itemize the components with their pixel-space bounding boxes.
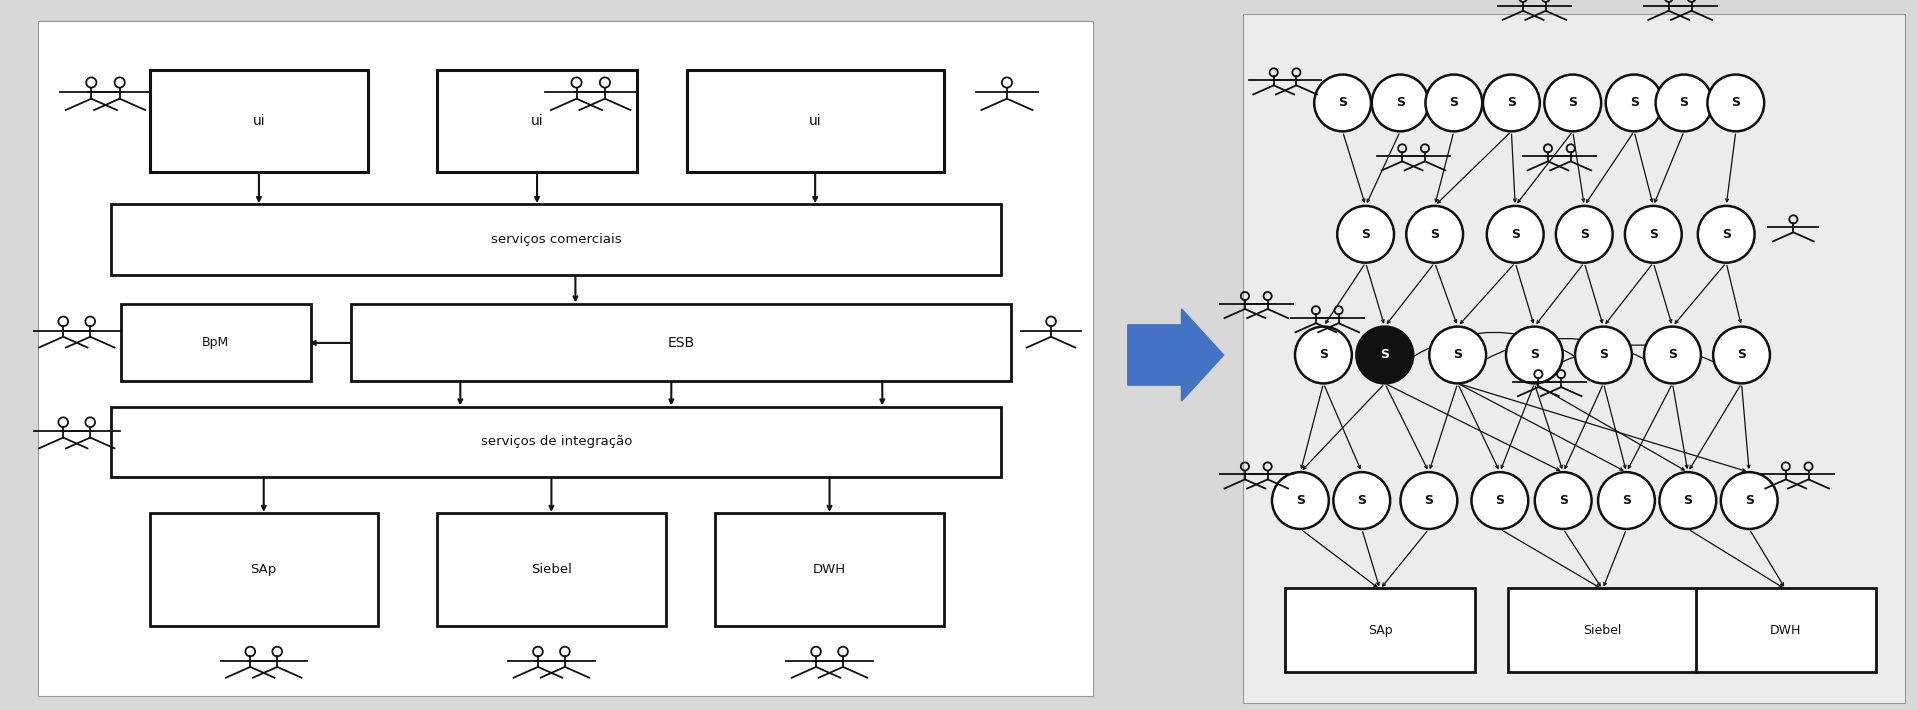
Text: S: S	[1580, 228, 1588, 241]
Ellipse shape	[1644, 327, 1701, 383]
Ellipse shape	[1406, 206, 1463, 263]
FancyBboxPatch shape	[1243, 14, 1905, 703]
FancyBboxPatch shape	[121, 304, 311, 381]
Text: S: S	[1684, 494, 1692, 507]
Text: S: S	[1381, 349, 1389, 361]
Text: S: S	[1511, 228, 1519, 241]
Text: S: S	[1559, 494, 1567, 507]
Text: S: S	[1431, 228, 1438, 241]
Text: S: S	[1450, 97, 1458, 109]
FancyArrow shape	[1128, 309, 1224, 401]
FancyBboxPatch shape	[687, 70, 944, 172]
Text: ESB: ESB	[667, 336, 694, 349]
Text: DWH: DWH	[1770, 623, 1801, 637]
Text: S: S	[1425, 494, 1433, 507]
FancyBboxPatch shape	[1696, 588, 1876, 672]
Text: S: S	[1454, 349, 1462, 361]
Text: SAp: SAp	[1368, 623, 1392, 637]
Ellipse shape	[1598, 472, 1655, 529]
Text: S: S	[1649, 228, 1657, 241]
Ellipse shape	[1659, 472, 1717, 529]
FancyBboxPatch shape	[1508, 588, 1697, 672]
Ellipse shape	[1697, 206, 1755, 263]
Ellipse shape	[1575, 327, 1632, 383]
Text: Siebel: Siebel	[1582, 623, 1623, 637]
Text: S: S	[1569, 97, 1577, 109]
Text: S: S	[1680, 97, 1688, 109]
Text: S: S	[1362, 228, 1369, 241]
Text: S: S	[1623, 494, 1630, 507]
Text: DWH: DWH	[813, 563, 846, 577]
Ellipse shape	[1555, 206, 1613, 263]
Text: serviços de integração: serviços de integração	[481, 435, 631, 449]
FancyBboxPatch shape	[715, 513, 944, 626]
Text: S: S	[1396, 97, 1404, 109]
FancyBboxPatch shape	[111, 407, 1001, 477]
Ellipse shape	[1625, 206, 1682, 263]
Ellipse shape	[1720, 472, 1778, 529]
Text: S: S	[1531, 349, 1538, 361]
Ellipse shape	[1400, 472, 1458, 529]
Ellipse shape	[1429, 327, 1486, 383]
Text: ui: ui	[809, 114, 821, 128]
Text: S: S	[1358, 494, 1366, 507]
Text: S: S	[1339, 97, 1346, 109]
Ellipse shape	[1486, 206, 1544, 263]
Ellipse shape	[1655, 75, 1713, 131]
FancyBboxPatch shape	[150, 70, 368, 172]
Ellipse shape	[1534, 472, 1592, 529]
Text: Siebel: Siebel	[531, 563, 572, 577]
Ellipse shape	[1356, 327, 1414, 383]
FancyBboxPatch shape	[437, 513, 666, 626]
Text: serviços comerciais: serviços comerciais	[491, 233, 621, 246]
Text: ui: ui	[253, 114, 265, 128]
Text: ui: ui	[531, 114, 543, 128]
Ellipse shape	[1337, 206, 1394, 263]
Text: S: S	[1320, 349, 1327, 361]
Text: S: S	[1508, 97, 1515, 109]
Ellipse shape	[1506, 327, 1563, 383]
Ellipse shape	[1605, 75, 1663, 131]
Text: S: S	[1297, 494, 1304, 507]
Text: S: S	[1669, 349, 1676, 361]
FancyBboxPatch shape	[150, 513, 378, 626]
Text: BpM: BpM	[201, 336, 230, 349]
Ellipse shape	[1425, 75, 1483, 131]
FancyBboxPatch shape	[437, 70, 637, 172]
Text: S: S	[1738, 349, 1745, 361]
Ellipse shape	[1713, 327, 1770, 383]
Ellipse shape	[1471, 472, 1529, 529]
Text: S: S	[1745, 494, 1753, 507]
Ellipse shape	[1371, 75, 1429, 131]
Ellipse shape	[1483, 75, 1540, 131]
Ellipse shape	[1295, 327, 1352, 383]
FancyBboxPatch shape	[351, 304, 1011, 381]
Ellipse shape	[1333, 472, 1391, 529]
Ellipse shape	[1544, 75, 1602, 131]
Text: SAp: SAp	[251, 563, 276, 577]
Text: S: S	[1600, 349, 1607, 361]
FancyBboxPatch shape	[1285, 588, 1475, 672]
FancyBboxPatch shape	[38, 21, 1093, 696]
Ellipse shape	[1272, 472, 1329, 529]
Text: S: S	[1496, 494, 1504, 507]
Text: S: S	[1732, 97, 1740, 109]
Ellipse shape	[1314, 75, 1371, 131]
Text: S: S	[1722, 228, 1730, 241]
Ellipse shape	[1707, 75, 1765, 131]
Text: S: S	[1630, 97, 1638, 109]
FancyBboxPatch shape	[111, 204, 1001, 275]
